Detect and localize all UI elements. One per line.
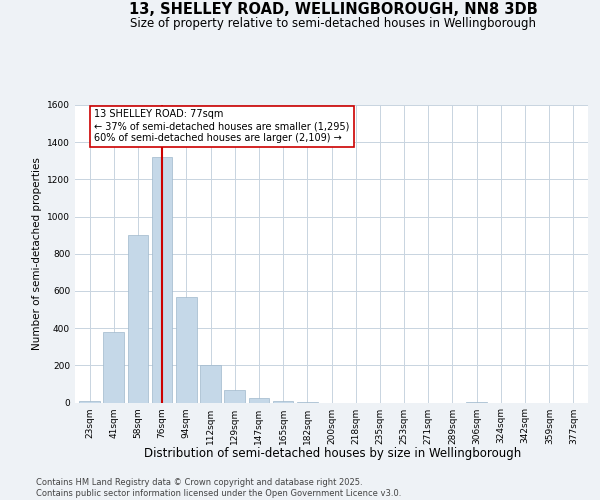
Bar xyxy=(248,398,269,402)
Bar xyxy=(200,366,221,403)
Text: Contains HM Land Registry data © Crown copyright and database right 2025.
Contai: Contains HM Land Registry data © Crown c… xyxy=(36,478,401,498)
Text: Distribution of semi-detached houses by size in Wellingborough: Distribution of semi-detached houses by … xyxy=(145,448,521,460)
Bar xyxy=(103,332,124,402)
Text: 13, SHELLEY ROAD, WELLINGBOROUGH, NN8 3DB: 13, SHELLEY ROAD, WELLINGBOROUGH, NN8 3D… xyxy=(128,2,538,18)
Bar xyxy=(176,296,197,403)
Bar xyxy=(224,390,245,402)
Bar xyxy=(273,401,293,402)
Text: Size of property relative to semi-detached houses in Wellingborough: Size of property relative to semi-detach… xyxy=(130,16,536,30)
Bar xyxy=(79,400,100,402)
Bar xyxy=(152,157,172,402)
Bar xyxy=(128,235,148,402)
Text: 13 SHELLEY ROAD: 77sqm
← 37% of semi-detached houses are smaller (1,295)
60% of : 13 SHELLEY ROAD: 77sqm ← 37% of semi-det… xyxy=(94,110,350,142)
Y-axis label: Number of semi-detached properties: Number of semi-detached properties xyxy=(32,158,41,350)
